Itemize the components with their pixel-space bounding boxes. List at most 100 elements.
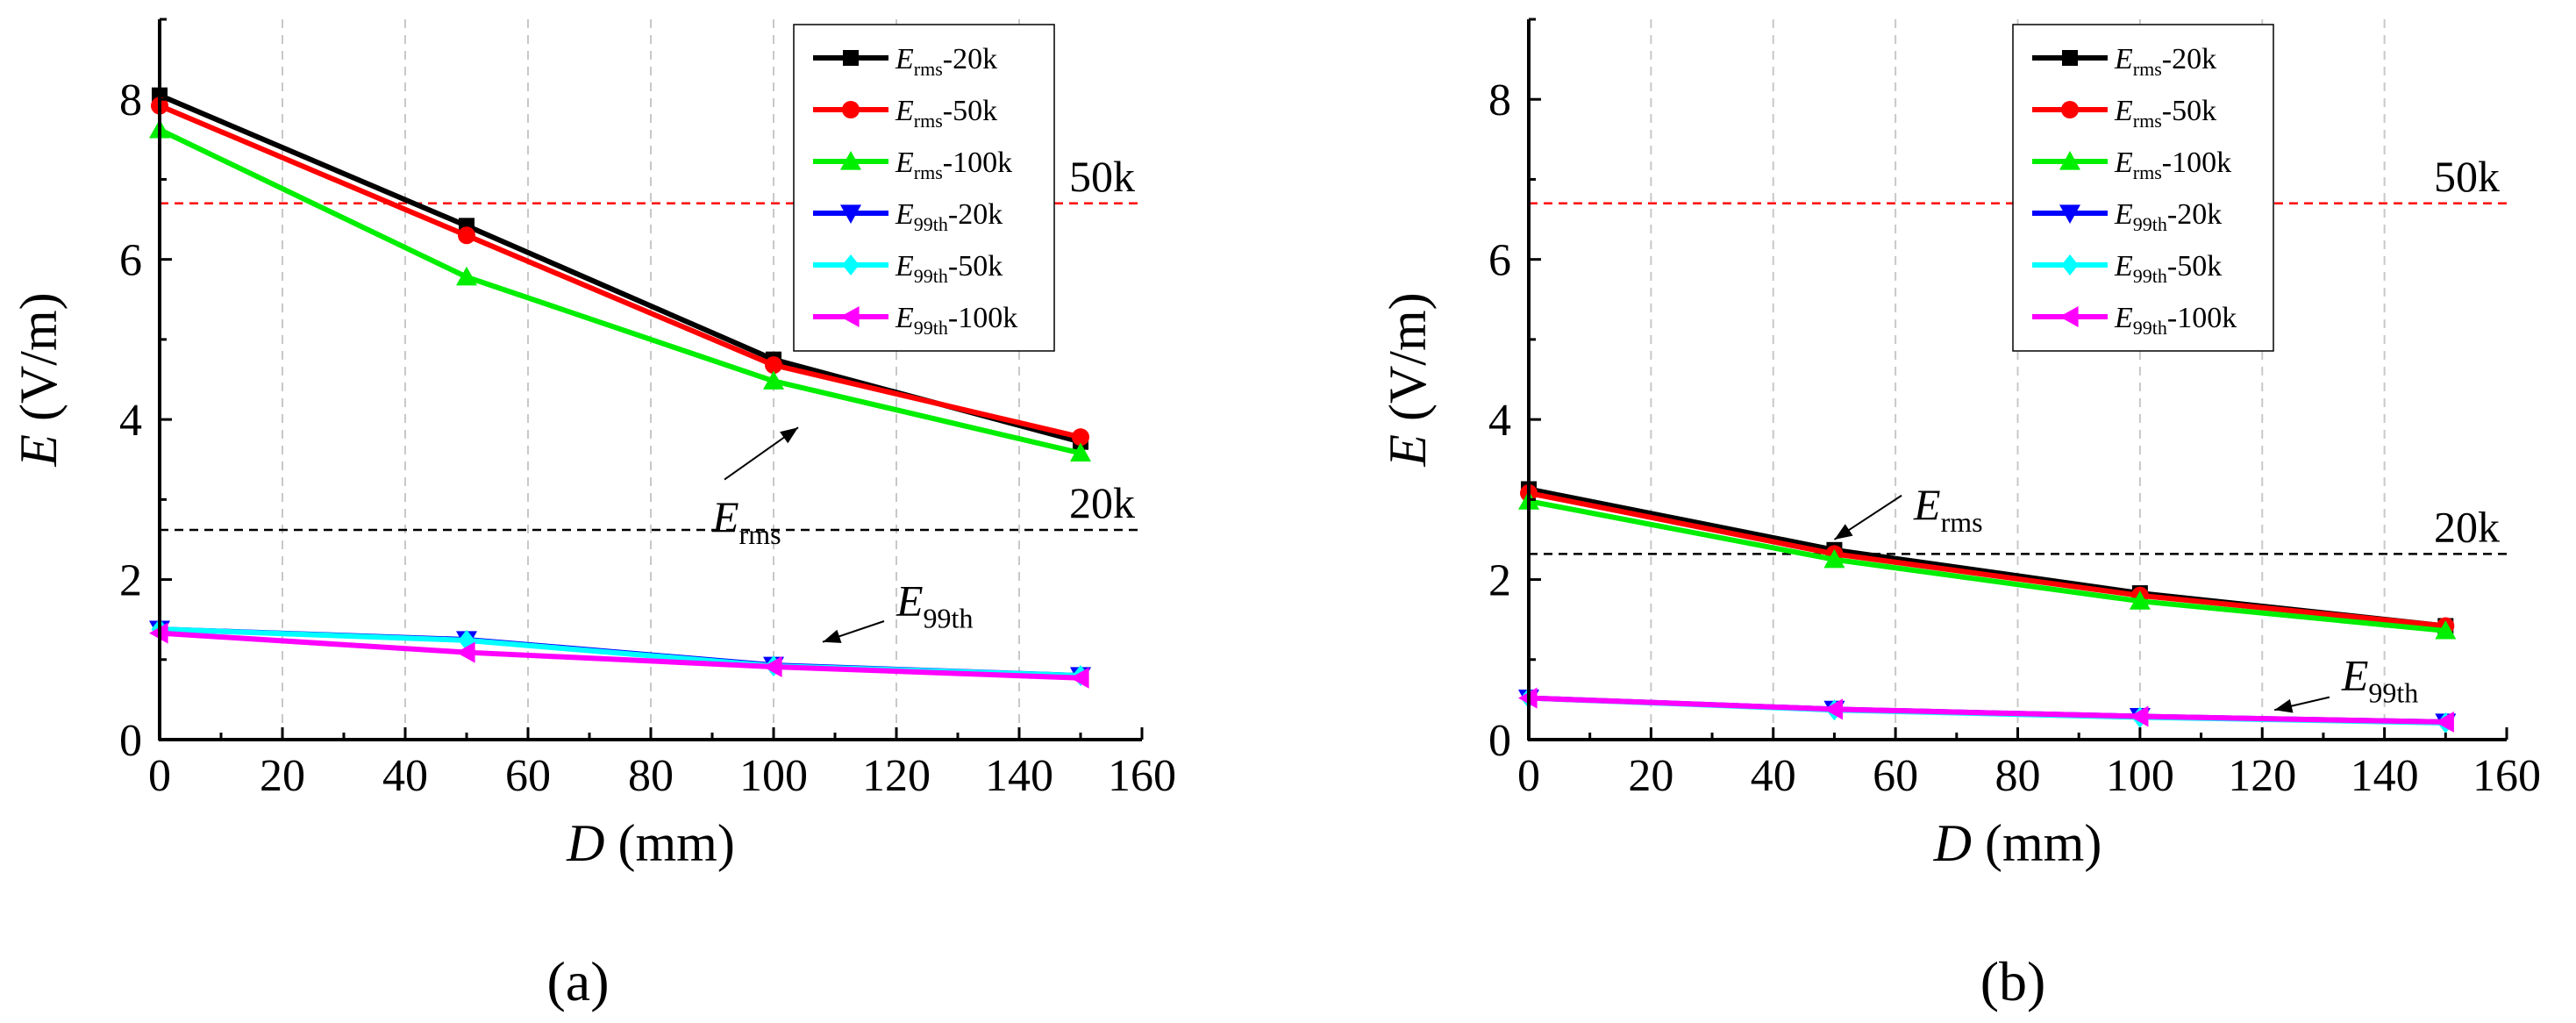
legend-item: E99th-20k: [813, 198, 1003, 235]
y-tick-label: 0: [119, 716, 142, 766]
data-point: [763, 655, 782, 677]
data-point: [1070, 667, 1089, 689]
legend-label-main: E: [2114, 302, 2133, 334]
x-tick-label: 120: [2228, 751, 2296, 801]
x-tick-label: 20: [1628, 751, 1673, 801]
series-99th-100k: [1518, 687, 2454, 733]
x-axis-title-var: D: [566, 814, 604, 872]
legend-item: Erms-20k: [813, 43, 997, 80]
legend-label: E99th-20k: [895, 198, 1003, 235]
legend-label: Erms-50k: [2114, 95, 2216, 132]
legend-label-suffix: -100k: [943, 147, 1012, 179]
y-tick-label: 2: [119, 556, 142, 606]
legend-item: Erms-50k: [2032, 95, 2216, 132]
x-tick-label: 100: [739, 751, 808, 801]
y-tick-label: 6: [119, 236, 142, 286]
series-line: [1528, 498, 2446, 633]
legend: Erms-20kErms-50kErms-100kE99th-20kE99th-…: [2012, 24, 2274, 352]
legend-swatch-marker: [840, 204, 861, 224]
legend-label-sub: 99th: [2133, 317, 2167, 339]
legend-label: E99th-20k: [2114, 198, 2222, 235]
y-axis-title-var: E: [1379, 434, 1437, 468]
legend-label-main: E: [895, 43, 914, 75]
x-tick-label: 100: [2106, 751, 2174, 801]
series-99th-100k: [149, 622, 1089, 689]
x-tick-label: 140: [985, 751, 1053, 801]
series-line: [1528, 695, 2446, 725]
series-rms-50k: [1520, 484, 2455, 635]
legend-swatch-marker: [2059, 151, 2080, 170]
legend-label: Erms-50k: [895, 95, 997, 132]
legend-item: Erms-20k: [2032, 43, 2216, 80]
y-axis-title-var: E: [10, 434, 68, 468]
legend-item: E99th-20k: [2032, 198, 2222, 235]
y-axis-title-unit: (V/m): [10, 292, 68, 434]
legend-item: Erms-50k: [813, 95, 997, 132]
reference-label-20k: 20k: [2434, 502, 2500, 551]
series-line: [1528, 490, 2446, 629]
legend-label-sub: 99th: [2133, 265, 2167, 287]
y-tick-label: 2: [1488, 556, 1511, 606]
data-point: [1072, 428, 1089, 447]
legend-label-suffix: -50k: [2167, 250, 2222, 283]
panel-label: (b): [1980, 950, 2046, 1012]
data-point: [765, 356, 782, 375]
legend-label-sub: 99th: [2133, 213, 2167, 235]
annotation-arrow-head: [780, 427, 798, 444]
x-tick-label: 0: [1517, 751, 1540, 801]
legend-swatch-marker: [842, 254, 860, 275]
data-point: [1823, 548, 1845, 569]
annotation-arrow-head: [823, 629, 842, 643]
legend-label-main: E: [895, 95, 914, 127]
data-point: [763, 370, 784, 390]
x-tick-label: 40: [1751, 751, 1796, 801]
legend-item: E99th-100k: [813, 302, 1017, 339]
legend: Erms-20kErms-50kErms-100kE99th-20kE99th-…: [793, 24, 1055, 352]
legend-label-sub: rms: [914, 58, 943, 80]
legend-label: E99th-100k: [2114, 302, 2237, 339]
annotation-99th: E99th: [896, 576, 973, 634]
data-point: [2129, 705, 2149, 727]
annotation-rms: Erms: [711, 492, 781, 550]
legend-label-sub: rms: [2133, 110, 2162, 132]
data-point: [2435, 711, 2454, 733]
legend-box: [793, 24, 1055, 352]
legend-label: Erms-20k: [895, 43, 997, 80]
x-tick-label: 20: [260, 751, 305, 801]
legend-swatch-marker: [842, 101, 860, 118]
reference-label-50k: 50k: [2434, 152, 2500, 201]
legend-label: Erms-20k: [2114, 43, 2216, 80]
x-tick-label: 40: [382, 751, 428, 801]
annotation-arrow-head: [1834, 524, 1853, 540]
x-tick-label: 160: [1108, 751, 1176, 801]
legend-swatch-marker: [843, 50, 859, 66]
reference-label-50k: 50k: [1069, 152, 1135, 201]
x-axis-title-unit: (mm): [1972, 814, 2101, 872]
data-point: [2435, 619, 2457, 640]
series-rms-100k: [1518, 490, 2457, 640]
annotation-main: E: [2341, 650, 2369, 699]
data-point: [458, 226, 475, 245]
legend-label-main: E: [895, 147, 914, 179]
annotation-99th: E99th: [2341, 650, 2418, 708]
annotation-sub: 99th: [2368, 676, 2418, 708]
legend-label-suffix: -50k: [948, 250, 1003, 283]
series-line: [159, 630, 1081, 681]
annotation-main: E: [711, 492, 739, 541]
x-axis-title: D (mm): [1933, 814, 2102, 872]
legend-box: [2012, 24, 2274, 352]
legend-label: Erms-100k: [2114, 147, 2231, 183]
annotation-sub: rms: [1941, 506, 1983, 538]
legend-label: E99th-50k: [895, 250, 1003, 287]
data-point: [2129, 590, 2151, 610]
legend-label-main: E: [895, 302, 914, 334]
legend-label-sub: rms: [914, 161, 943, 183]
data-point: [1823, 698, 1844, 720]
y-axis-title: E (V/m): [10, 292, 68, 467]
y-tick-label: 8: [119, 75, 142, 125]
series-line: [158, 127, 1081, 456]
x-tick-label: 60: [505, 751, 551, 801]
annotation-rms: Erms: [1913, 480, 1983, 538]
